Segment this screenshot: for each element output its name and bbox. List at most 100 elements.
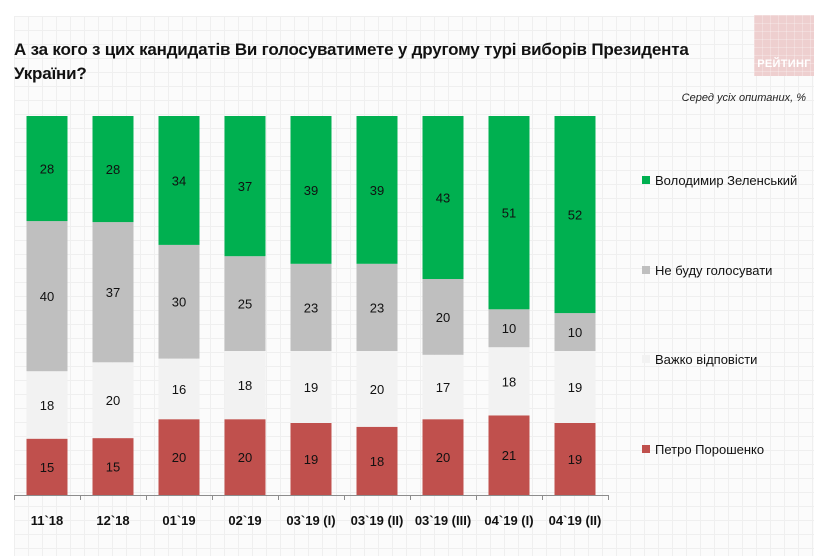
data-label: 15 [106,460,120,475]
bar-segment [356,351,398,427]
legend-swatch [642,445,650,453]
bar-segment [356,426,398,495]
bar-segment [158,244,200,359]
data-label: 28 [40,162,54,177]
bar-segment [290,116,332,264]
data-label: 34 [172,173,186,188]
bar-segment [224,351,266,420]
data-label: 15 [40,460,54,475]
bar-segment [92,116,134,223]
data-label: 20 [436,310,450,325]
bar-stack: 21 18 10 51 [488,116,530,495]
x-tick-label: 01`19 [162,513,195,528]
legend-label: Володимир Зеленський [655,172,798,188]
bar-stack: 18 20 23 39 [356,116,398,495]
bar-segment [26,371,68,439]
data-label: 10 [502,321,516,336]
bar-segment [26,438,68,495]
bar-segment [356,263,398,351]
bar-segment [224,419,266,495]
bar-stack: 20 18 25 37 [224,116,266,495]
x-tick-label: 02`19 [228,513,261,528]
bar-stack: 20 16 30 34 [158,116,200,495]
x-tick-label: 03`19 (III) [415,513,471,528]
logo-text: РЕЙТИНГ [757,58,811,70]
bars-group: 15 18 40 28 15 20 37 28 20 16 30 34 20 18 25 37 19 19 23 39… [26,116,596,495]
chart-subtitle: Серед усіх опитаних, % [681,92,806,104]
bar-segment [554,116,596,314]
data-label: 25 [238,297,252,312]
bar-segment [488,347,530,416]
data-label: 16 [172,382,186,397]
legend-label: Не буду голосувати [655,262,773,278]
bar-segment [224,116,266,257]
data-label: 20 [238,450,252,465]
data-label: 19 [304,452,318,467]
bar-segment [92,222,134,363]
bar-segment [290,263,332,351]
data-label: 21 [502,448,516,463]
legend-label: Важко відповісти [655,351,758,367]
x-tick-label: 03`19 (II) [351,513,404,528]
data-label: 19 [568,452,582,467]
data-label: 19 [568,380,582,395]
legend-label: Петро Порошенко [655,441,765,457]
data-label: 19 [304,380,318,395]
legend-item: Важко відповісти [642,351,757,367]
data-label: 52 [568,208,582,223]
bar-segment [422,354,464,420]
x-tick-label: 04`19 (I) [484,513,533,528]
bar-segment [26,116,68,222]
x-axis: 11`18 12`18 01`19 02`19 03`19 (I) 03`19 (II) 0… [14,495,609,528]
data-label: 18 [40,398,54,413]
legend-item: Петро Порошенко [642,441,764,457]
bar-segment [422,116,464,279]
data-label: 10 [568,325,582,340]
bar-segment [290,423,332,495]
bar-stack: 19 19 10 52 [554,116,596,495]
bar-segment [158,116,200,245]
x-tick-label: 11`18 [31,513,64,528]
data-label: 40 [40,289,54,304]
bar-segment [554,423,596,495]
bar-segment [92,362,134,439]
legend-item: Не буду голосувати [642,262,772,278]
legend-swatch [642,176,650,184]
data-label: 20 [172,450,186,465]
bar-segment [158,419,200,495]
bar-segment [356,116,398,264]
bar-segment [158,358,200,420]
bar-stack: 20 17 20 43 [422,116,464,495]
data-label: 51 [502,206,516,221]
data-label: 43 [436,191,450,206]
data-label: 39 [370,183,384,198]
data-label: 18 [238,378,252,393]
bar-segment [92,438,134,495]
legend-item: Володимир Зеленський [642,172,797,188]
data-label: 23 [370,300,384,315]
bar-segment [554,351,596,423]
x-tick-label: 03`19 (I) [286,513,335,528]
legend-swatch [642,266,650,274]
data-label: 18 [370,454,384,469]
bar-stack: 19 19 23 39 [290,116,332,495]
bar-segment [554,313,596,351]
chart-title: А за кого з цих кандидатів Ви голосувати… [14,40,689,83]
data-label: 20 [106,393,120,408]
data-label: 28 [106,162,120,177]
data-label: 17 [436,380,450,395]
bar-segment [488,415,530,495]
bar-stack: 15 20 37 28 [92,116,134,495]
data-label: 23 [304,300,318,315]
bar-segment [224,256,266,351]
data-label: 37 [106,285,120,300]
bar-segment [290,351,332,423]
chart-panel [14,16,814,556]
data-label: 20 [436,450,450,465]
bar-segment [488,116,530,310]
x-tick-label: 12`18 [96,513,129,528]
data-label: 18 [502,374,516,389]
bar-segment [422,419,464,495]
data-label: 39 [304,183,318,198]
